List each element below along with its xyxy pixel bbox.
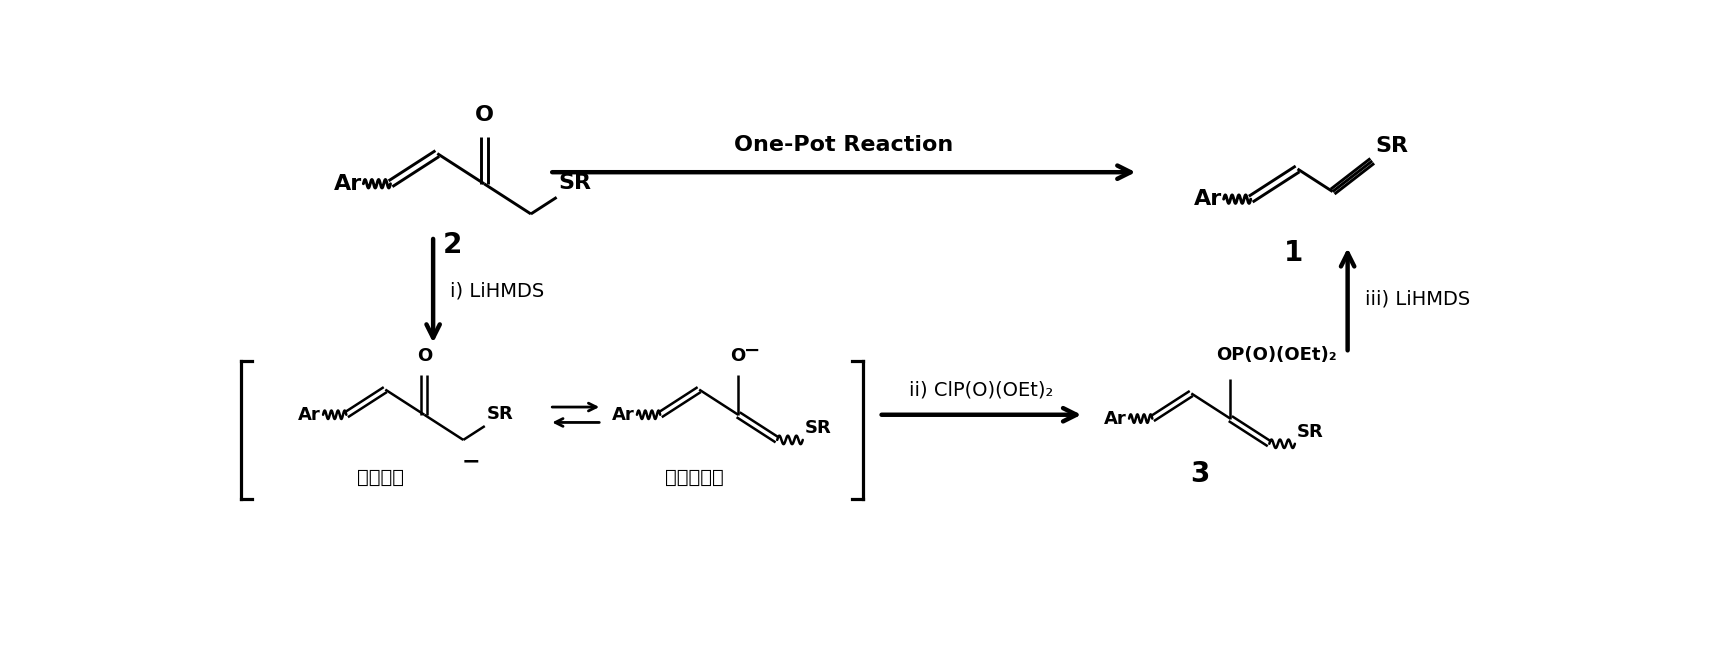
Text: O: O — [731, 348, 745, 366]
Text: ii) ClP(O)(OEt)₂: ii) ClP(O)(OEt)₂ — [909, 380, 1053, 400]
Text: One-Pot Reaction: One-Pot Reaction — [735, 135, 953, 155]
Text: SR: SR — [1375, 136, 1409, 156]
Text: 3: 3 — [1191, 460, 1210, 488]
Text: SR: SR — [804, 419, 832, 437]
Text: O: O — [417, 348, 432, 366]
Text: Ar: Ar — [297, 406, 320, 424]
Text: 烯醇负离子: 烯醇负离子 — [666, 468, 724, 487]
Text: SR: SR — [486, 405, 514, 423]
Text: −: − — [743, 341, 761, 360]
Text: 1: 1 — [1283, 239, 1304, 267]
Text: Ar: Ar — [334, 174, 361, 194]
Text: −: − — [462, 452, 481, 471]
Text: iii) LiHMDS: iii) LiHMDS — [1364, 290, 1470, 309]
Text: SR: SR — [1297, 423, 1323, 441]
Text: i) LiHMDS: i) LiHMDS — [450, 281, 545, 301]
Text: 2: 2 — [443, 231, 462, 259]
Text: 碳负离子: 碳负离子 — [356, 468, 405, 487]
Text: OP(O)(OEt)₂: OP(O)(OEt)₂ — [1217, 346, 1337, 364]
Text: O: O — [474, 105, 493, 125]
Text: Ar: Ar — [1195, 189, 1222, 209]
Text: SR: SR — [558, 174, 591, 194]
Text: Ar: Ar — [1103, 410, 1127, 428]
Text: Ar: Ar — [612, 406, 635, 424]
